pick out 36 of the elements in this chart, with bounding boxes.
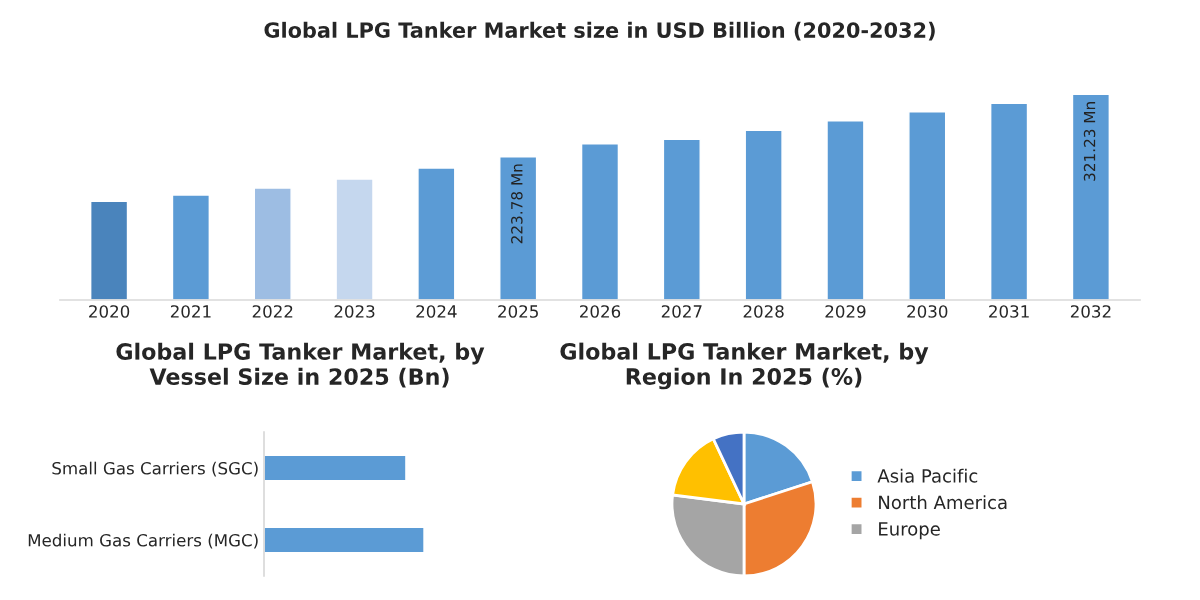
- x-tick-label: 2032: [1070, 305, 1111, 318]
- bar: [89, 200, 129, 300]
- x-tick-label: 2024: [416, 305, 457, 318]
- bar: [580, 143, 620, 300]
- legend-label: North America: [879, 495, 1007, 510]
- bar: [1071, 93, 1111, 300]
- legend-label: Asia Pacific: [877, 468, 978, 483]
- bar: [499, 155, 538, 300]
- bar: [417, 167, 456, 300]
- chart-title: Global LPG Tanker Market, by Vessel Size in 2025 (Bn): [116, 342, 485, 388]
- x-tick-label: 2025: [498, 305, 538, 318]
- x-tick-label: 2026: [580, 305, 621, 318]
- x-tick-label: 2023: [334, 305, 375, 318]
- bar: [335, 178, 374, 300]
- chart-title: Global LPG Tanker Market, by Region In 2025 (%): [560, 342, 929, 390]
- data-label: 321.23 Mn: [1083, 102, 1096, 181]
- bar: [908, 111, 947, 300]
- x-tick-label: 2029: [825, 305, 866, 318]
- bar: [826, 119, 865, 300]
- x-tick-label: 2030: [907, 305, 948, 318]
- bar: [253, 187, 292, 300]
- bar: [171, 194, 211, 300]
- chart-title: Global LPG Tanker Market size in USD Billion (2020-2032): [264, 21, 935, 41]
- x-tick-label: 2031: [989, 305, 1029, 318]
- x-tick-label: 2027: [661, 305, 702, 318]
- x-tick-label: 2021: [170, 305, 211, 318]
- x-tick-label: 2028: [743, 305, 784, 318]
- bar: [989, 102, 1029, 300]
- bar: [662, 138, 701, 300]
- data-label: 223.78 Mn: [511, 164, 523, 244]
- y-tick-label: Medium Gas Carriers (MGC): [28, 533, 258, 549]
- legend-label: Europe: [879, 522, 940, 540]
- y-tick-label: Small Gas Carriers (SGC): [52, 461, 258, 477]
- x-tick-label: 2022: [252, 305, 293, 318]
- x-tick-label: 2020: [89, 305, 130, 318]
- bar: [744, 129, 783, 300]
